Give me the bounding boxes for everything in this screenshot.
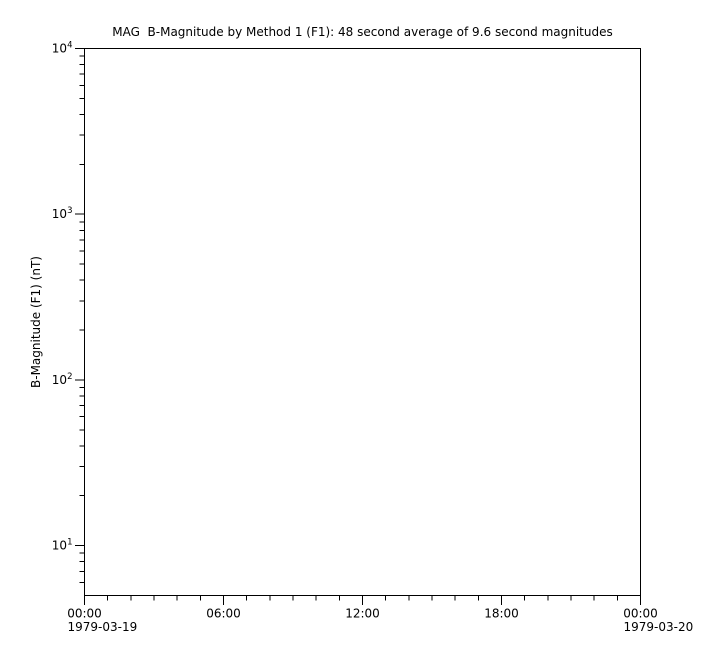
x-date-label: 1979-03-19 — [68, 620, 138, 634]
x-date-label: 1979-03-20 — [624, 620, 694, 634]
y-tick-label: 104 — [52, 41, 73, 56]
y-tick-label: 102 — [52, 372, 73, 387]
x-tick-label: 00:00 — [623, 607, 658, 621]
x-tick-label: 12:00 — [345, 607, 380, 621]
chart-title: MAG B-Magnitude by Method 1 (F1): 48 sec… — [112, 25, 613, 39]
x-tick-label: 06:00 — [206, 607, 241, 621]
y-tick-label: 101 — [52, 538, 73, 553]
y-axis-label: B-Magnitude (F1) (nT) — [29, 256, 43, 388]
x-tick-label: 00:00 — [67, 607, 102, 621]
plot-border — [84, 48, 641, 596]
x-tick-label: 18:00 — [484, 607, 519, 621]
y-tick-label: 103 — [52, 206, 73, 221]
